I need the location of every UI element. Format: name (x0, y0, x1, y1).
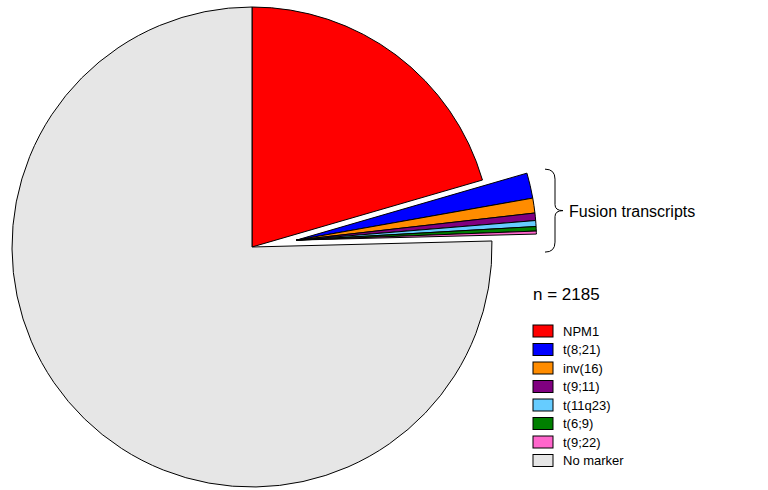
legend-item: t(9;11) (533, 379, 600, 394)
legend-item: t(6;9) (533, 416, 593, 431)
legend-item: inv(16) (533, 361, 603, 376)
legend-label: No marker (563, 453, 624, 468)
legend-label: t(9;22) (563, 435, 601, 450)
legend-item: No marker (533, 453, 624, 468)
legend-label: t(6;9) (563, 416, 593, 431)
chart: Fusion transcripts n = 2185 NPM1 t(8;21) inv… (0, 0, 768, 490)
legend-item: t(9;22) (533, 435, 601, 450)
legend-swatch (533, 418, 553, 430)
pie-slice (12, 7, 492, 487)
legend-swatch (533, 399, 553, 411)
legend-label: NPM1 (563, 324, 599, 339)
pie-slice (296, 213, 535, 240)
pie (12, 7, 536, 487)
legend-swatch (533, 344, 553, 356)
legend-label: t(8;21) (563, 342, 601, 357)
legend-swatch (533, 325, 553, 337)
legend-item: t(11q23) (533, 398, 610, 413)
pie-slice (296, 227, 536, 241)
legend-item: t(8;21) (533, 342, 601, 357)
legend-label: inv(16) (563, 361, 603, 376)
legend-swatch (533, 436, 553, 448)
annotation: n = 2185 (533, 285, 600, 304)
legend-swatch (533, 455, 553, 467)
legend: NPM1 t(8;21) inv(16) t(9;11) t(11q23) t(6;9) t… (533, 324, 624, 469)
legend-swatch (533, 381, 553, 393)
pie-slice (296, 221, 536, 241)
legend-label: t(11q23) (563, 398, 610, 413)
legend-item: NPM1 (533, 324, 599, 339)
legend-swatch (533, 362, 553, 374)
annotation: Fusion transcripts (569, 203, 695, 220)
pie-slice (296, 231, 536, 240)
bracket (545, 169, 563, 252)
legend-label: t(9;11) (563, 379, 600, 394)
